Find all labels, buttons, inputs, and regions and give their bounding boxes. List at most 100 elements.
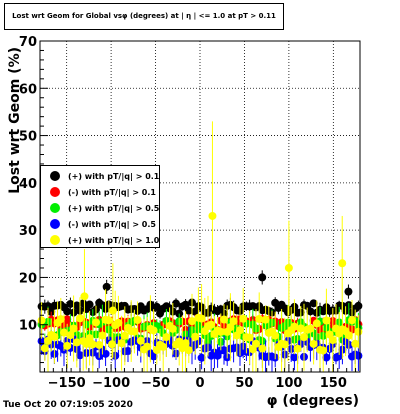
y-tick-label: 50 [19,130,37,145]
legend-entry: (+) with pT/|q| > 0.5 [41,200,159,216]
legend-entry: (-) with pT/|q| > 0.5 [41,216,159,232]
data-point [344,287,353,296]
data-point [120,331,129,340]
x-tick-label: 50 [235,376,253,391]
x-tick-label: −50 [141,376,170,391]
legend-entry: (+) with pT/|q| > 1.0 [41,232,159,248]
x-tick-label: −100 [92,376,130,391]
data-point [152,302,161,311]
chart-title: Lost wrt Geom for Global vsφ (degrees) a… [4,3,284,30]
data-point [280,340,289,349]
data-point [63,315,72,324]
legend-marker [50,235,60,245]
data-point [312,319,321,328]
data-point [56,315,65,324]
data-point [290,353,299,362]
data-point [175,337,184,346]
x-tick-label: 0 [195,376,204,391]
data-point [252,339,260,348]
data-point [296,324,305,333]
data-point [207,320,216,329]
data-point [63,307,72,316]
data-point [44,336,52,345]
data-point [261,315,270,324]
legend-label: (+) with pT/|q| > 0.5 [68,203,160,213]
data-point [50,332,59,341]
data-point [306,324,315,333]
data-point [220,346,228,355]
series-4 [37,121,363,372]
data-point [229,317,238,326]
data-point [245,333,254,342]
data-point [226,323,235,332]
data-point [108,306,117,315]
data-point [92,318,100,327]
data-point [72,338,81,347]
data-point [239,314,248,323]
data-point [258,344,267,353]
data-point [181,339,190,348]
data-point [354,301,363,310]
x-axis-title: φ (degrees) [267,393,359,409]
legend-marker [50,171,60,181]
data-point [130,327,139,336]
y-tick-label: 60 [19,82,37,97]
data-point [328,336,337,345]
data-point [191,332,200,341]
legend-entry: (+) with pT/|q| > 0.1 [41,168,159,184]
data-point [220,315,228,324]
legend-marker [50,203,60,213]
data-point [184,306,193,315]
data-point [300,333,308,342]
data-point [95,340,104,349]
data-point [66,299,75,308]
data-point [322,316,331,325]
data-point [181,300,190,309]
data-point [66,331,75,340]
data-series [37,121,363,372]
timestamp: Tue Oct 20 07:19:05 2020 [3,400,133,410]
data-point [104,316,113,325]
data-point [143,342,152,351]
data-point [69,324,78,333]
data-point [149,352,158,361]
y-tick-label: 70 [19,35,37,50]
data-point [216,327,225,336]
data-point [37,316,46,325]
legend: (+) with pT/|q| > 0.1 (-) with pT/|q| > 0… [40,165,160,248]
data-point [162,333,171,342]
legend-label: (+) with pT/|q| > 1.0 [68,235,160,245]
y-tick-label: 20 [19,271,37,286]
x-tick-label: −150 [48,376,86,391]
data-point [60,328,68,337]
data-point [197,353,206,362]
data-point [124,347,132,356]
data-point [348,316,356,325]
data-point [63,341,72,350]
data-point [184,346,193,355]
data-point [76,351,84,360]
data-point [335,352,344,361]
data-point [344,331,353,340]
legend-label: (+) with pT/|q| > 0.1 [68,171,160,181]
data-point [322,353,331,362]
x-tick-label: 100 [275,376,302,391]
x-tick-label: 150 [320,376,347,391]
data-point [101,349,110,358]
data-point [236,326,244,335]
data-point [271,331,280,340]
data-point [290,322,299,331]
data-point [117,339,126,348]
data-point [98,331,107,340]
data-point [188,317,196,326]
data-point [354,327,363,336]
legend-label: (-) with pT/|q| > 0.5 [68,219,156,229]
data-point [108,340,116,349]
data-point [319,346,328,355]
data-point [85,334,94,343]
y-tick-label: 10 [19,319,37,334]
data-point [40,344,49,353]
data-point [258,273,267,282]
data-point [80,292,89,301]
